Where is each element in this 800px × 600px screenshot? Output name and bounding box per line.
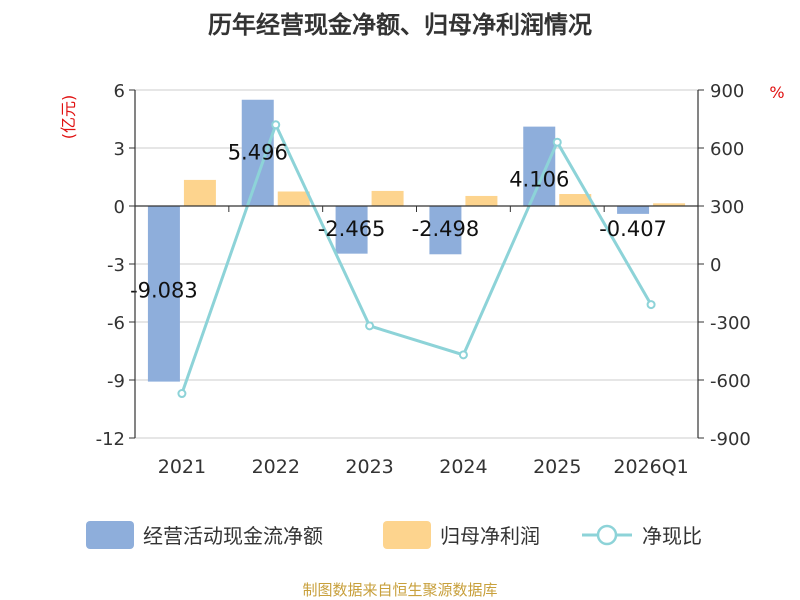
left-tick-label: 0 bbox=[114, 197, 125, 218]
ratio-point bbox=[365, 321, 375, 331]
cash-flow-data-label: -2.465 bbox=[318, 217, 386, 241]
net-profit-bar bbox=[371, 190, 404, 206]
right-tick-label: -900 bbox=[710, 429, 751, 450]
left-tick-label: -6 bbox=[107, 313, 125, 334]
cash-flow-data-label: -2.498 bbox=[412, 217, 480, 241]
cash-flow-bar bbox=[147, 206, 180, 382]
ratio-point bbox=[271, 120, 281, 130]
cash-flow-bar bbox=[523, 126, 556, 206]
x-tick-label: 2021 bbox=[158, 456, 206, 478]
left-tick-label: 3 bbox=[114, 139, 125, 160]
legend-label-ratio: 净现比 bbox=[642, 524, 702, 548]
cash-flow-bar bbox=[241, 99, 274, 206]
cash-flow-data-label: -9.083 bbox=[130, 279, 198, 303]
ratio-line bbox=[180, 120, 653, 395]
left-tick-label: 6 bbox=[114, 81, 125, 102]
legend-swatch-net-profit bbox=[383, 521, 431, 549]
left-tick-label: -3 bbox=[107, 255, 125, 276]
right-axis-label: % bbox=[769, 83, 784, 102]
legend-label-cash-flow: 经营活动现金流净额 bbox=[143, 524, 323, 548]
cash-flow-data-label: -0.407 bbox=[599, 217, 667, 241]
cash-flow-bar bbox=[617, 206, 650, 214]
x-tick-label: 2025 bbox=[533, 456, 581, 478]
legend-swatch-cash-flow bbox=[86, 521, 134, 549]
right-tick-label: 600 bbox=[710, 139, 744, 160]
source-note: 制图数据来自恒生聚源数据库 bbox=[302, 581, 497, 599]
cash-flow-data-label: 4.106 bbox=[509, 168, 569, 192]
net-profit-bar bbox=[277, 191, 310, 206]
x-tick-label: 2022 bbox=[252, 456, 300, 478]
ratio-point bbox=[646, 300, 656, 310]
right-tick-label: 300 bbox=[710, 197, 744, 218]
net-profit-bar bbox=[183, 179, 216, 206]
x-tick-label: 2023 bbox=[345, 456, 393, 478]
legend-marker-ratio bbox=[596, 524, 618, 546]
chart-title: 历年经营现金净额、归母净利润情况 bbox=[208, 11, 592, 39]
left-tick-label: -9 bbox=[107, 371, 125, 392]
net-profit-bar bbox=[559, 194, 592, 206]
right-tick-label: 900 bbox=[710, 81, 744, 102]
left-tick-label: -12 bbox=[96, 429, 125, 450]
ratio-point bbox=[177, 389, 187, 399]
cash-flow-data-label: 5.496 bbox=[228, 141, 288, 165]
ratio-point bbox=[552, 137, 562, 147]
right-tick-label: -300 bbox=[710, 313, 751, 334]
cash-flow-bar bbox=[429, 206, 462, 255]
x-tick-label: 2026Q1 bbox=[613, 456, 688, 478]
left-axis-label: (亿元) bbox=[59, 95, 78, 140]
x-tick-label: 2024 bbox=[439, 456, 487, 478]
right-tick-label: 0 bbox=[710, 255, 721, 276]
net-profit-bar bbox=[653, 203, 686, 206]
net-profit-bar bbox=[465, 195, 498, 206]
cash-flow-bar bbox=[335, 206, 368, 254]
ratio-point bbox=[458, 350, 468, 360]
right-tick-label: -600 bbox=[710, 371, 751, 392]
legend-label-net-profit: 归母净利润 bbox=[440, 524, 540, 548]
